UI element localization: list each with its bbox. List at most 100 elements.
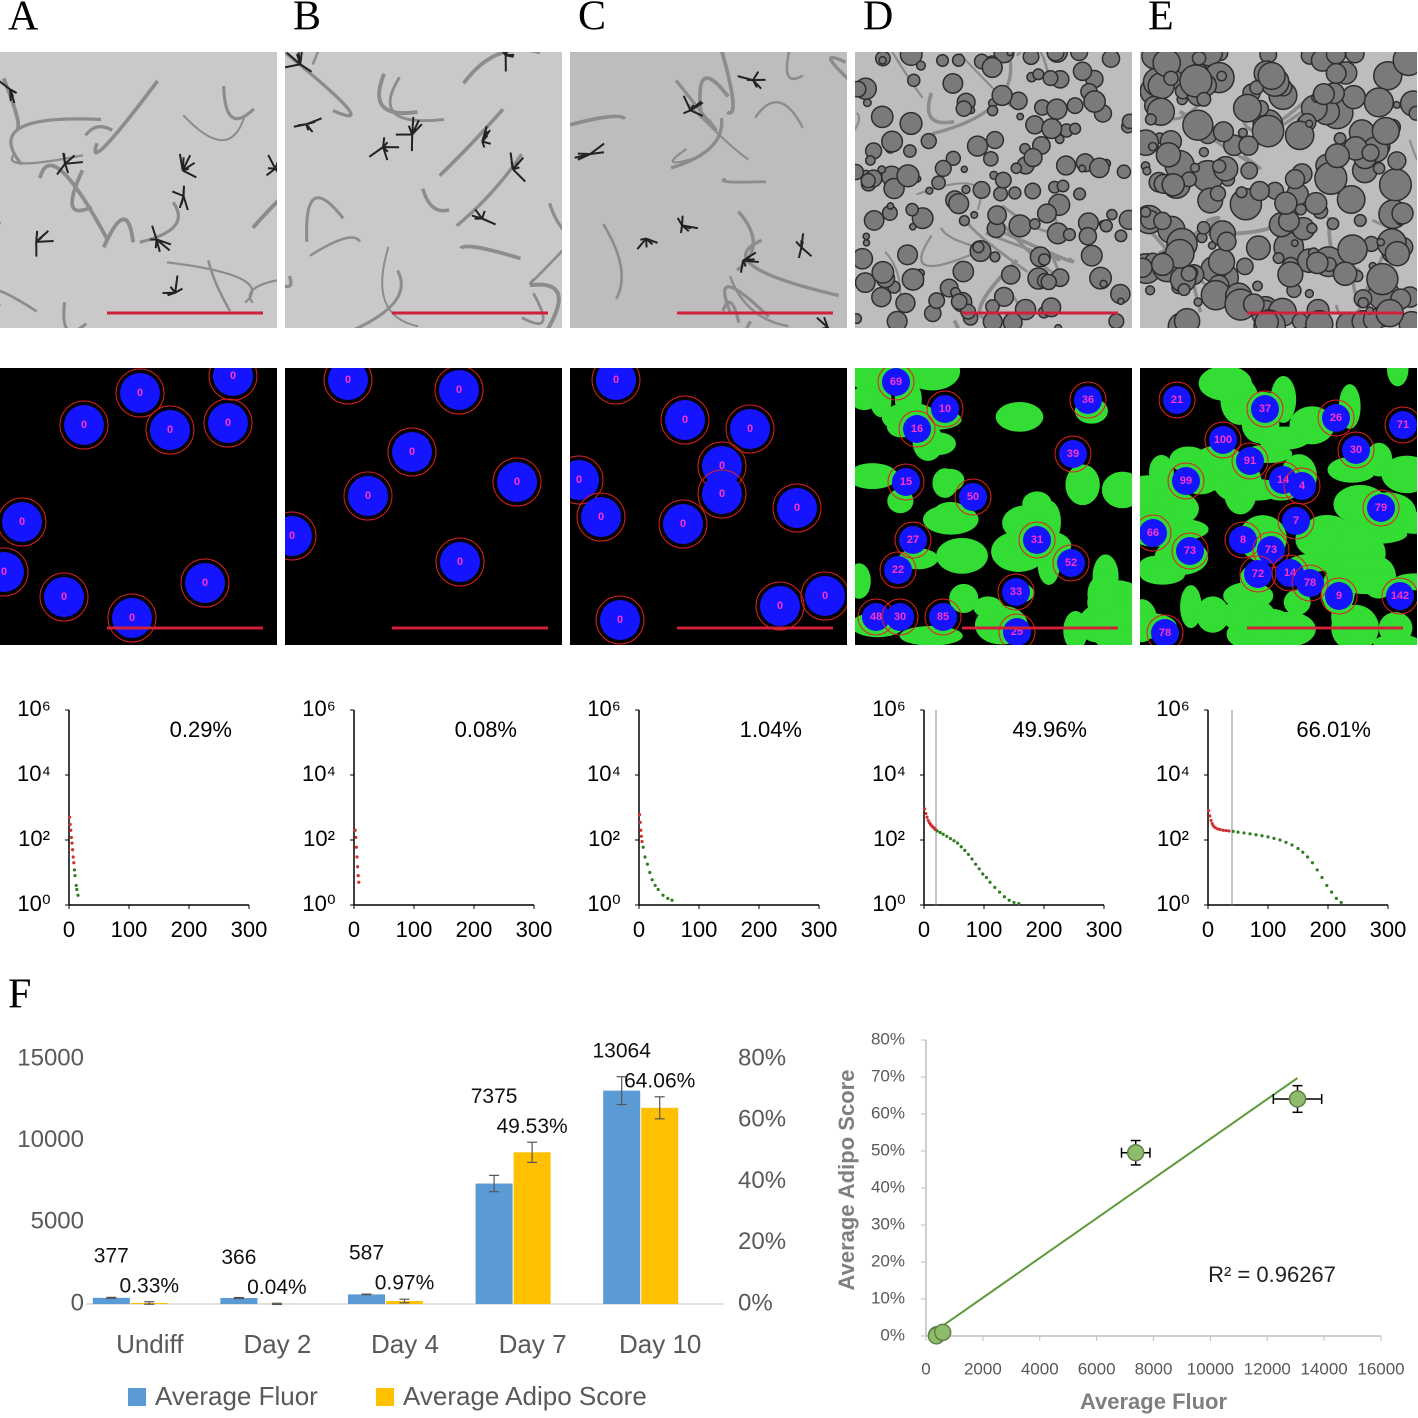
lipid-droplet (1189, 162, 1201, 174)
nucleus-outline (1291, 564, 1329, 602)
x-tick-label: 100 (1250, 917, 1287, 942)
panel-label: E (1148, 0, 1174, 40)
cell-label: 0 (129, 612, 135, 624)
x-tick-label: 100 (396, 917, 433, 942)
nucleus-outline (1146, 614, 1184, 645)
cell-edge (670, 117, 724, 170)
y-axis-title: Average Adipo Score (834, 1070, 859, 1291)
data-point (1126, 1143, 1145, 1162)
lipid-droplet (902, 144, 917, 158)
trendline (935, 1077, 1299, 1331)
data-point (1210, 821, 1214, 826)
lipid-droplet (1032, 68, 1045, 81)
x-tick-label: 16000 (1357, 1359, 1404, 1378)
lipid-droplet (1078, 226, 1098, 246)
bar (603, 1090, 641, 1304)
lipid-droplet (1121, 113, 1132, 130)
lipid-droplet (1371, 116, 1400, 146)
crystal (645, 237, 654, 246)
lipid-droplet (886, 310, 908, 328)
x-axis-title: Average Fluor (1080, 1389, 1228, 1414)
lipid-droplet (1304, 288, 1315, 299)
cell-label: 0 (230, 370, 236, 382)
crystal (510, 161, 514, 170)
data-point (1017, 902, 1021, 906)
lipid-droplet (970, 210, 979, 219)
y-tick-label: 15000 (17, 1044, 84, 1071)
nucleus (1176, 537, 1204, 565)
lipid-droplet (878, 55, 888, 65)
cell-label: 0 (137, 387, 143, 399)
y2-tick-label: 40% (738, 1167, 786, 1194)
lipid-droplet (1392, 100, 1401, 109)
lipid-droplet (1341, 84, 1366, 110)
lipid-droplet (994, 171, 1012, 189)
lipid-droplet (1179, 64, 1213, 98)
data-point (963, 848, 967, 852)
data-point (1290, 843, 1294, 847)
lipid-droplet (1024, 182, 1042, 200)
lipid-droplet (1155, 142, 1182, 168)
lipid-droplet (1040, 273, 1058, 291)
x-tick-label: 300 (231, 917, 268, 942)
cell-label: 73 (1184, 545, 1196, 557)
cell-edge (548, 202, 562, 231)
data-point (1224, 828, 1228, 833)
data-point (356, 865, 360, 869)
nucleus-outline (1018, 521, 1056, 559)
crystal (689, 109, 704, 117)
lipid-droplet (955, 100, 973, 117)
crystal (742, 258, 755, 262)
nucleus-outline (998, 613, 1036, 645)
data-point (1012, 900, 1016, 905)
lipid-droplet (877, 165, 887, 174)
crystal (64, 154, 76, 165)
lipid-droplet (906, 73, 921, 88)
x-tick-label: 200 (1026, 917, 1063, 942)
nucleus (581, 497, 621, 537)
cell-label: 69 (890, 376, 902, 388)
y-tick-label: 10⁴ (302, 761, 336, 786)
cell-label: 0 (794, 502, 800, 514)
data-point (970, 857, 974, 861)
cell-label: 21 (1171, 394, 1183, 406)
nucleus-outline (1320, 577, 1358, 615)
data-point (69, 835, 73, 840)
crystal (62, 152, 67, 164)
cell-edge (9, 117, 102, 166)
lipid-droplet (986, 104, 999, 117)
lipid-droplet (1078, 164, 1087, 173)
data-label: 13064 (592, 1039, 651, 1062)
x-tick-label: 200 (741, 917, 778, 942)
lipid-droplet (863, 209, 885, 231)
lipid-droplet (1245, 235, 1271, 261)
crystal (151, 225, 158, 240)
crystal (636, 237, 647, 250)
cell-label: 72 (1252, 568, 1264, 580)
lipid-droplet (1305, 119, 1314, 128)
cell-edge (570, 114, 627, 127)
cell-edge (62, 302, 88, 328)
data-point (354, 845, 358, 849)
crystal (800, 246, 813, 257)
data-point (1284, 840, 1288, 844)
lipid-droplet (1000, 264, 1021, 285)
nucleus (213, 368, 253, 396)
x-tick-label: 2000 (964, 1359, 1002, 1378)
crystal (823, 316, 829, 328)
data-label: 377 (94, 1244, 129, 1267)
lipid-droplet (1238, 135, 1259, 156)
nucleus-outline (39, 572, 89, 622)
cell-edge (602, 223, 623, 300)
crystal (299, 52, 303, 65)
bar (641, 1107, 679, 1304)
lipid-stain (1087, 574, 1121, 614)
cell-label: 0 (719, 488, 725, 500)
data-point (1272, 836, 1276, 841)
cell-label: 0 (345, 374, 351, 386)
nucleus-outline (660, 395, 710, 445)
data-point (1334, 896, 1338, 900)
lipid-droplet (1216, 70, 1228, 82)
